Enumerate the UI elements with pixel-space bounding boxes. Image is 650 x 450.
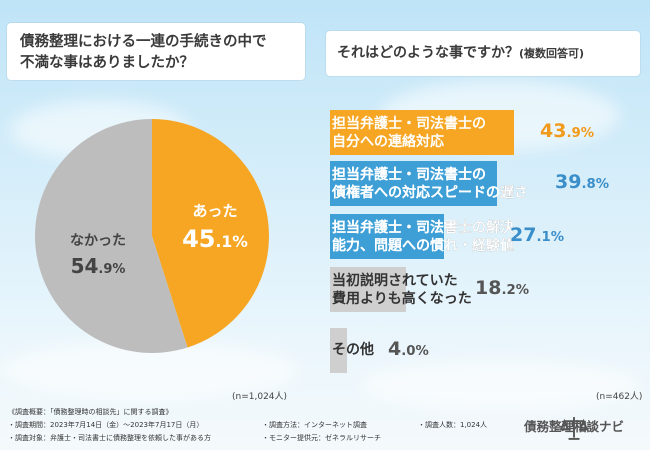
pie-slice-name: なかった [70, 233, 126, 249]
cloud-decoration [360, 360, 640, 410]
pie-slice-atta [152, 119, 270, 348]
bar-value-label: 39.8% [555, 171, 609, 193]
bar [330, 328, 347, 373]
bar-value-label: 43.9% [540, 120, 594, 142]
bar-value-label: 18.2% [475, 277, 529, 299]
footer-overview: 《調査概要：「債務整理時の相談先」に関する調査》 [8, 408, 173, 416]
footer-period: ・調査期間：2023年7月14日（金）〜2023年7月17日（月） [8, 421, 204, 429]
bar-category-line: 担当弁護士・司法書士の [332, 167, 486, 183]
bar-category-line: 費用よりも高くなった [332, 291, 472, 307]
right-question-text: それはどのような事ですか？(複数回答可) [337, 44, 584, 63]
bar [330, 161, 497, 206]
left-question-line1: 債務整理における一連の手続きの中で [20, 34, 267, 50]
pie-slice-int: 45 [182, 225, 216, 253]
bar-value-int: 18 [475, 277, 502, 299]
footer-method: ・調査方法：インターネット調査 [262, 421, 367, 429]
bar-value-dec: .9% [566, 126, 595, 141]
pie-slice-dec: .1% [215, 233, 248, 251]
bar-category-label: 担当弁護士・司法書士の 自分への連絡対応 [332, 115, 486, 151]
pie-slice-nakatta [35, 119, 188, 353]
bar-category-line: 能力、問題への慣れ・経験値 [332, 238, 514, 254]
bar-value-int: 39 [555, 171, 582, 193]
bar-value-dec: .2% [501, 283, 530, 298]
bar-category-line: 自分への連絡対応 [332, 134, 444, 150]
bar-category-line: 担当弁護士・司法書士の [332, 116, 486, 132]
bar-value-int: 43 [540, 120, 567, 142]
pie-slice-percent: 45.1% [175, 225, 255, 253]
scales-icon [559, 417, 589, 440]
footer-target: ・調査対象：弁護士・司法書士に債務整理を依頼した事がある方 [8, 434, 211, 442]
pie-label-nakatta: なかった 54.9% [58, 230, 138, 278]
bar-value-int: 4 [388, 338, 402, 360]
right-question-main: それはどのような事ですか？ [337, 45, 519, 61]
bar [330, 110, 514, 155]
bar-category-label: 担当弁護士・司法書士の解決 能力、問題への慣れ・経験値 [332, 219, 514, 255]
bar-value-dec: .8% [581, 177, 610, 192]
pie-sample-note: (n=1,024人) [232, 392, 288, 402]
footer-count: ・調査人数：1,024人 [418, 421, 488, 429]
left-question-box: 債務整理における一連の手続きの中で 不満な事はありましたか？ [7, 23, 305, 80]
bar-value-dec: .1% [536, 230, 565, 245]
bar [330, 267, 406, 312]
bar-category-line: 債権者への対応スピードの遅さ [332, 185, 528, 201]
left-question-text: 債務整理における一連の手続きの中で 不満な事はありましたか？ [20, 32, 300, 74]
bar-category-label: 担当弁護士・司法書士の債権者への対応スピードの遅さ [332, 166, 528, 202]
left-question-line2: 不満な事はありましたか？ [20, 55, 194, 71]
pie-label-atta: あった 45.1% [175, 200, 255, 253]
right-question-box: それはどのような事ですか？(複数回答可) [326, 31, 640, 76]
bar-sample-note: (n=462人) [596, 392, 643, 402]
bar-value-dec: .0% [401, 344, 429, 359]
bar [330, 214, 444, 259]
pie-slice-percent: 54.9% [58, 254, 138, 278]
bar-value-label: 4.0% [388, 338, 429, 360]
bar-value-int: 27 [510, 224, 537, 246]
pie-slice-int: 54 [70, 254, 99, 278]
pie-slice-name: あった [192, 202, 238, 220]
right-question-sub: (複数回答可) [519, 47, 585, 60]
logo-text: 債務整理相談ナビ [524, 419, 625, 434]
footer-provider: ・モニター提供元：ゼネラルリサーチ [262, 434, 381, 442]
bar-category-line: 担当弁護士・司法書士の解決 [332, 220, 514, 236]
bar-value-label: 27.1% [510, 224, 564, 246]
pie-slice-dec: .9% [98, 262, 126, 277]
bar-category-label: その他 [332, 341, 374, 359]
bar-category-label: 当初説明されていた 費用よりも高くなった [332, 272, 472, 308]
bar-category-line: 当初説明されていた [332, 273, 458, 289]
bar-category-line: その他 [332, 342, 374, 358]
